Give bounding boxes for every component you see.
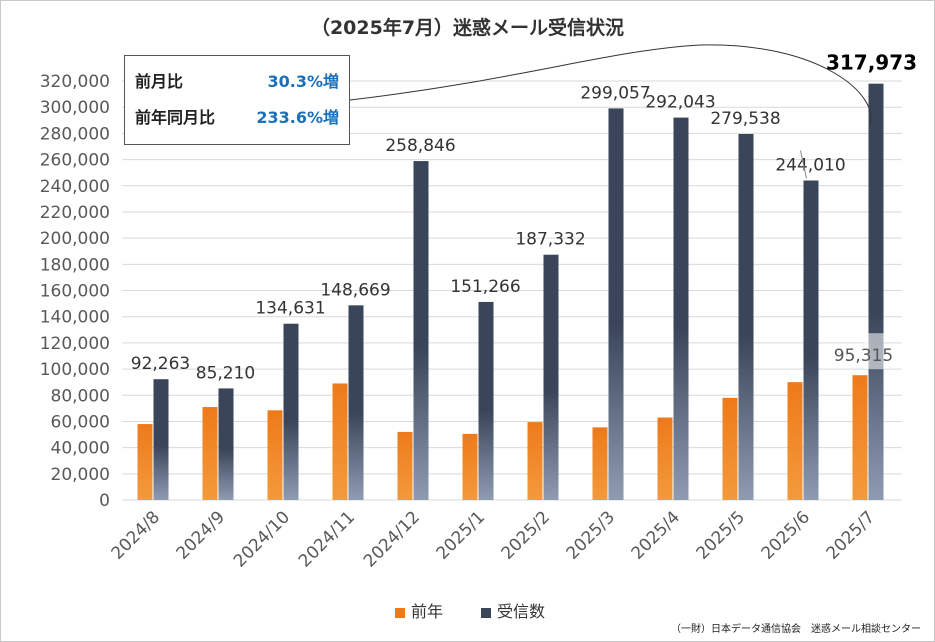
- data-label-received: 85,210: [196, 363, 255, 383]
- source-credit: （一財）日本データ通信協会 迷惑メール相談センター: [671, 624, 921, 635]
- bar-received: [608, 108, 624, 500]
- x-tick-label: 2025/1: [433, 507, 489, 563]
- data-label-received: 187,332: [515, 230, 585, 250]
- label-backdrop: [863, 333, 884, 370]
- x-tick-label: 2025/2: [498, 507, 554, 563]
- data-label-received: 92,263: [131, 354, 190, 374]
- bar-prev-year: [852, 375, 868, 500]
- y-tick-label: 220,000: [40, 203, 110, 223]
- mom-value: 30.3%増: [267, 72, 339, 91]
- bar-prev-year: [202, 407, 218, 500]
- yoy-label: 前年同月比: [135, 108, 216, 127]
- data-label-received: 258,846: [385, 136, 455, 156]
- x-tick-label: 2024/11: [295, 507, 359, 571]
- bar-prev-year: [787, 382, 803, 500]
- x-tick-label: 2025/6: [758, 507, 814, 563]
- legend-label-received: 受信数: [497, 602, 546, 621]
- x-tick-label: 2025/4: [628, 507, 684, 563]
- legend-item-received: 受信数: [481, 598, 545, 622]
- y-tick-label: 0: [99, 491, 110, 511]
- data-label-received: 151,266: [450, 277, 520, 297]
- x-tick-label: 2025/3: [563, 507, 619, 563]
- y-tick-label: 120,000: [40, 334, 110, 354]
- y-tick-label: 200,000: [40, 229, 110, 249]
- y-tick-label: 320,000: [40, 72, 110, 92]
- data-label-received: 148,669: [320, 280, 390, 300]
- y-tick-label: 140,000: [40, 308, 110, 328]
- y-tick-label: 260,000: [40, 151, 110, 171]
- y-tick-label: 300,000: [40, 98, 110, 118]
- y-tick-label: 280,000: [40, 124, 110, 144]
- chart-title: （2025年7月）迷惑メール受信状況: [310, 17, 625, 39]
- y-tick-label: 60,000: [51, 412, 110, 432]
- data-label-prev-year: 95,315: [834, 346, 893, 366]
- y-tick-label: 40,000: [51, 439, 110, 459]
- bar-received: [868, 83, 884, 500]
- data-label-received: 244,010: [775, 155, 845, 175]
- bar-prev-year: [592, 427, 608, 500]
- x-tick-label: 2024/10: [230, 507, 294, 571]
- bar-prev-year: [332, 383, 348, 500]
- y-tick-label: 100,000: [40, 360, 110, 380]
- y-tick-label: 20,000: [51, 465, 110, 485]
- bar-prev-year: [267, 410, 283, 500]
- x-tick-label: 2025/5: [693, 507, 749, 563]
- callout-arrow: [349, 44, 872, 126]
- legend-item-prev-year: 前年: [395, 598, 443, 622]
- x-tick-label: 2024/9: [173, 507, 229, 563]
- bar-prev-year: [527, 422, 543, 500]
- data-label-received: 299,057: [580, 83, 650, 103]
- bar-received: [348, 305, 364, 500]
- x-tick-label: 2024/8: [108, 507, 164, 563]
- bar-prev-year: [657, 417, 673, 500]
- bar-received: [543, 254, 559, 500]
- bar-prev-year: [722, 397, 738, 500]
- bar-received: [673, 117, 689, 500]
- mom-row: 前月比 30.3%増: [135, 68, 339, 92]
- bar-received: [738, 133, 754, 501]
- data-label-received: 317,973: [826, 51, 917, 75]
- bar-received: [478, 301, 494, 500]
- bar-prev-year: [137, 424, 153, 500]
- y-tick-label: 240,000: [40, 177, 110, 197]
- legend-label-prev-year: 前年: [411, 602, 444, 621]
- bar-prev-year: [462, 433, 478, 500]
- data-label-received: 279,538: [710, 109, 780, 129]
- legend-swatch-prev-year: [395, 607, 405, 618]
- bar-received: [153, 379, 169, 500]
- x-tick-label: 2024/12: [360, 507, 424, 571]
- bar-prev-year: [397, 431, 413, 500]
- bar-received: [218, 388, 234, 500]
- yoy-value: 233.6%増: [256, 108, 339, 127]
- data-label-received: 292,043: [645, 93, 715, 113]
- leader-line: [800, 150, 807, 179]
- legend-swatch-received: [481, 607, 491, 618]
- y-tick-label: 160,000: [40, 282, 110, 302]
- data-label-received: 134,631: [255, 299, 325, 319]
- x-tick-label: 2025/7: [823, 507, 879, 563]
- mom-label: 前月比: [135, 72, 184, 91]
- y-tick-label: 180,000: [40, 255, 110, 275]
- yoy-row: 前年同月比 233.6%増: [135, 104, 339, 128]
- bar-received: [413, 161, 429, 500]
- comparison-callout: 前月比 30.3%増 前年同月比 233.6%増: [124, 55, 350, 145]
- bar-received: [803, 180, 819, 501]
- bar-received: [283, 323, 299, 500]
- y-tick-label: 80,000: [51, 386, 110, 406]
